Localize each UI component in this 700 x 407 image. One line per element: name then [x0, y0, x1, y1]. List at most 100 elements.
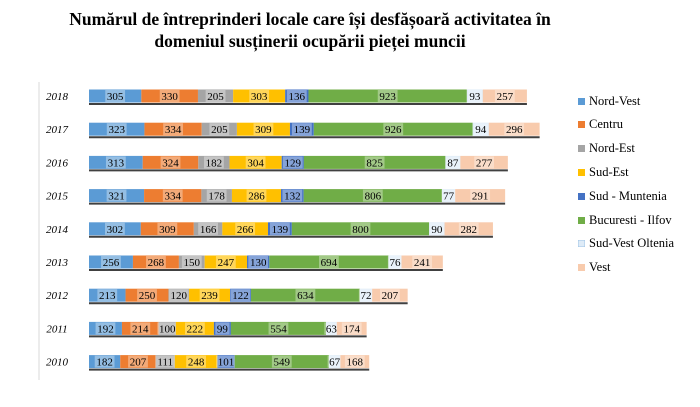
bar-segment: [291, 222, 430, 236]
bar-segment: [168, 288, 190, 302]
bar-row-2014: 2014 302 309 166 266 139 800 90 282: [46, 222, 493, 238]
bar-row-2017: 2017 323 334 205 309 139 926 94 296: [46, 122, 540, 139]
bar-row-2015: 2015 321 334 178 286 132 806 77 291: [46, 189, 506, 205]
bar-segment: [231, 189, 282, 203]
bar-segment: [213, 321, 231, 335]
data-label-background: [181, 256, 202, 268]
data-label-background: [198, 222, 218, 235]
category-tick-label: 2018: [46, 91, 69, 103]
data-label-background: [324, 322, 339, 335]
legend-item: Sud-Vest Oltenia: [578, 236, 674, 252]
bar-segment: [445, 155, 461, 169]
bar-segment: [401, 255, 443, 269]
data-label: 305: [107, 91, 124, 103]
data-label-background: [105, 222, 125, 235]
data-label-background: [105, 156, 126, 169]
data-label: 192: [97, 323, 114, 335]
data-label-background: [344, 355, 365, 368]
data-label: 323: [108, 124, 125, 136]
data-label-background: [128, 355, 148, 368]
bar-segment: [234, 355, 329, 369]
data-label: 268: [148, 257, 165, 269]
data-label: 139: [272, 224, 289, 236]
data-label-background: [216, 355, 236, 368]
data-label-background: [162, 189, 183, 202]
data-label: 130: [250, 257, 267, 269]
legend-item: Nord-Vest: [578, 93, 640, 109]
data-label-background: [163, 123, 183, 136]
data-label: 825: [366, 157, 383, 169]
data-label: 207: [382, 290, 399, 302]
data-label-background: [159, 90, 180, 102]
bar-segment: [89, 89, 142, 103]
bar-segment: [141, 89, 198, 103]
bar-segment: [174, 355, 218, 369]
bar-segment: [89, 321, 122, 335]
bar-segment: [340, 355, 370, 369]
bar-segment: [201, 189, 232, 203]
data-label-background: [106, 189, 127, 202]
bar-segment: [289, 122, 314, 136]
data-label-background: [230, 289, 251, 302]
data-label: 247: [218, 257, 235, 269]
legend-swatch: [578, 216, 585, 224]
chart-title: Numărul de întreprinderi locale care își…: [69, 9, 551, 51]
bar-segment: [125, 288, 169, 302]
data-label: 222: [187, 323, 204, 335]
bar-row-2016: 2016 313 324 182 304 129 825 87 277: [46, 155, 508, 172]
legend-item: Sud-Est: [578, 164, 629, 180]
data-label: 277: [476, 157, 493, 169]
bar-segment: [281, 155, 304, 169]
bar-segment: [269, 255, 389, 269]
data-label-background: [387, 256, 403, 268]
bar-segments: 2018 305 330 205 303 136 923 93 257 2017 323 334 205…: [46, 89, 540, 371]
data-label-background: [204, 156, 224, 169]
data-label: 132: [284, 191, 301, 203]
data-label: 309: [159, 224, 176, 236]
data-label-background: [246, 189, 267, 202]
data-label: 324: [162, 157, 179, 169]
legend-label: Bucuresti - Ilfov: [589, 212, 672, 227]
bar-segment: [328, 355, 341, 369]
data-label-background: [282, 156, 303, 169]
data-label: 205: [211, 124, 228, 136]
bar-segment: [250, 288, 360, 302]
data-label: 800: [352, 224, 369, 236]
data-label-background: [319, 256, 339, 268]
data-label: 214: [132, 323, 149, 335]
bar-segment: [236, 122, 290, 136]
data-label-background: [380, 289, 400, 302]
data-label-background: [429, 222, 444, 235]
data-label-background: [199, 289, 220, 302]
data-label: 291: [472, 191, 489, 203]
category-tick-label: 2016: [46, 157, 69, 169]
data-label-background: [249, 90, 270, 102]
bar-row-2013: 2013 256 268 150 247 130 694 76 241: [46, 255, 443, 271]
bar-segment: [198, 155, 230, 169]
bar-segment: [308, 89, 467, 103]
legend-swatch: [578, 168, 585, 176]
data-label: 248: [188, 357, 205, 369]
bar-segment: [217, 355, 235, 369]
bar-segment: [89, 288, 126, 302]
data-label: 806: [365, 191, 382, 203]
data-label-background: [467, 90, 482, 102]
bar-segment: [303, 189, 442, 203]
bar-segment: [144, 189, 202, 203]
data-label-background: [445, 156, 460, 169]
data-label: 174: [343, 323, 360, 335]
legend-label: Sud-Est: [589, 164, 629, 179]
data-label: 634: [297, 290, 314, 302]
bar-segment: [472, 122, 489, 136]
bar-segment: [429, 222, 445, 236]
data-label: 139: [294, 124, 311, 136]
data-label-background: [94, 355, 115, 368]
bar-segment: [89, 155, 143, 169]
category-tick-label: 2017: [46, 124, 69, 136]
data-label-background: [106, 123, 127, 136]
bar-segment: [229, 155, 282, 169]
legend-swatch: [578, 121, 585, 129]
data-label-background: [155, 355, 176, 368]
bar-segment: [132, 255, 179, 269]
bar-segment: [372, 288, 408, 302]
